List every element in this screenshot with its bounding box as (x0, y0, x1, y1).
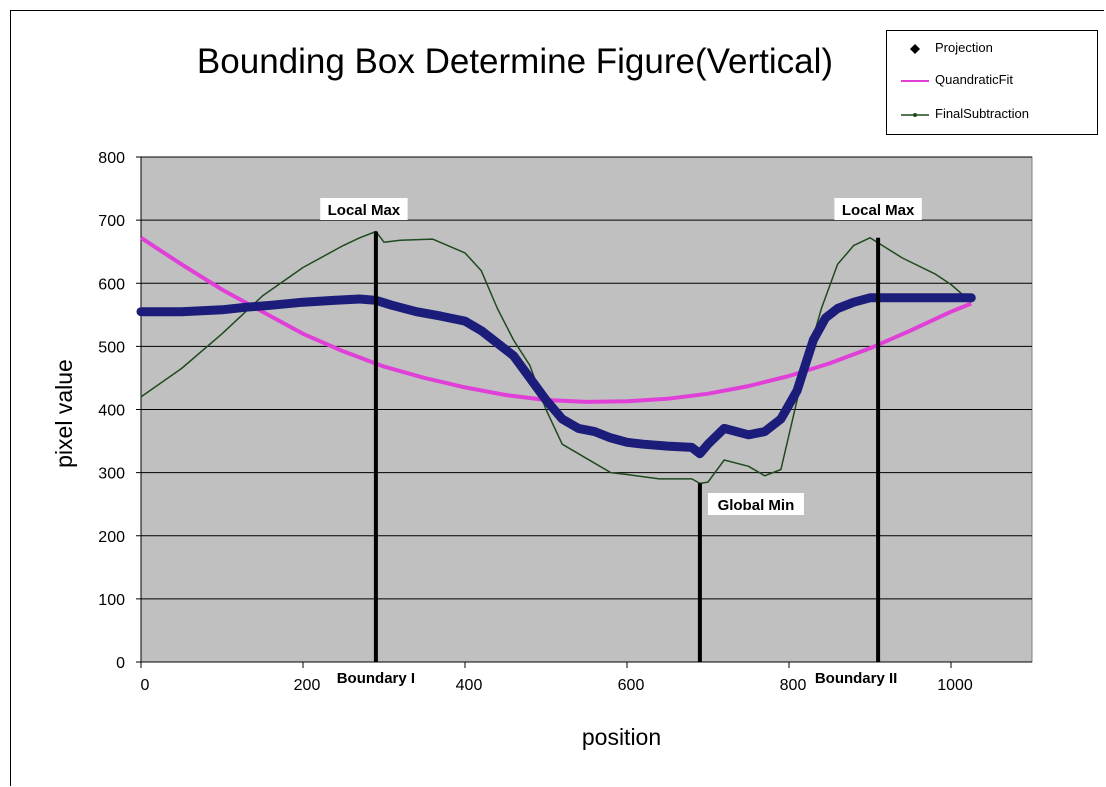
chart-legend: Projection QuandraticFit FinalSubtractio… (886, 30, 1098, 135)
legend-item-quadratic-fit: QuandraticFit (887, 71, 1097, 91)
annotation-local-max-left-bg (320, 198, 408, 220)
annotation-global-min-bg (707, 493, 804, 515)
series-line-quadratic-fit (139, 236, 973, 404)
y-axis-label: pixel value (51, 359, 77, 468)
annotation-global-min: Global Min (718, 497, 795, 514)
legend-label-quadratic-fit: QuandraticFit (935, 72, 1014, 87)
y-tick-label: 400 (98, 403, 125, 420)
y-tick-label: 100 (98, 592, 125, 609)
legend-label-projection: Projection (935, 40, 993, 55)
chart-title: Bounding Box Determine Figure(Vertical) (196, 42, 834, 81)
x-tick-label: 1000 (937, 677, 973, 694)
legend-swatch-quadratic-fit (901, 80, 929, 82)
x-tick-label: 400 (456, 677, 483, 694)
legend-item-final-subtraction: FinalSubtraction (887, 105, 1097, 125)
series-line-final-subtraction (140, 230, 972, 485)
x-axis-label: position (582, 724, 661, 750)
y-tick-label: 600 (98, 276, 125, 293)
figure-frame (10, 10, 1104, 786)
legend-swatch-projection (910, 44, 920, 54)
y-tick-label: 800 (98, 150, 125, 167)
legend-item-projection: Projection (887, 39, 1097, 59)
y-tick-label: 200 (98, 529, 125, 546)
annotation-local-max-left: Local Max (328, 202, 401, 219)
annotation-local-max-right-bg (834, 198, 922, 220)
annotation-local-max-right: Local Max (842, 202, 915, 219)
annotation-boundary-1: Boundary I (337, 670, 415, 687)
x-tick-label: 800 (780, 677, 807, 694)
x-tick-label: 600 (618, 677, 645, 694)
y-tick-label: 0 (116, 655, 125, 672)
y-tick-label: 300 (98, 466, 125, 483)
annotation-boundary-2: Boundary II (815, 670, 898, 687)
y-tick-label: 500 (98, 339, 125, 356)
x-tick-label: 0 (141, 677, 150, 694)
y-tick-label: 700 (98, 213, 125, 230)
x-tick-label: 200 (294, 677, 321, 694)
series-line-projection (136, 293, 976, 459)
legend-label-final-subtraction: FinalSubtraction (935, 106, 1029, 121)
legend-swatch-final-subtraction (901, 113, 929, 117)
